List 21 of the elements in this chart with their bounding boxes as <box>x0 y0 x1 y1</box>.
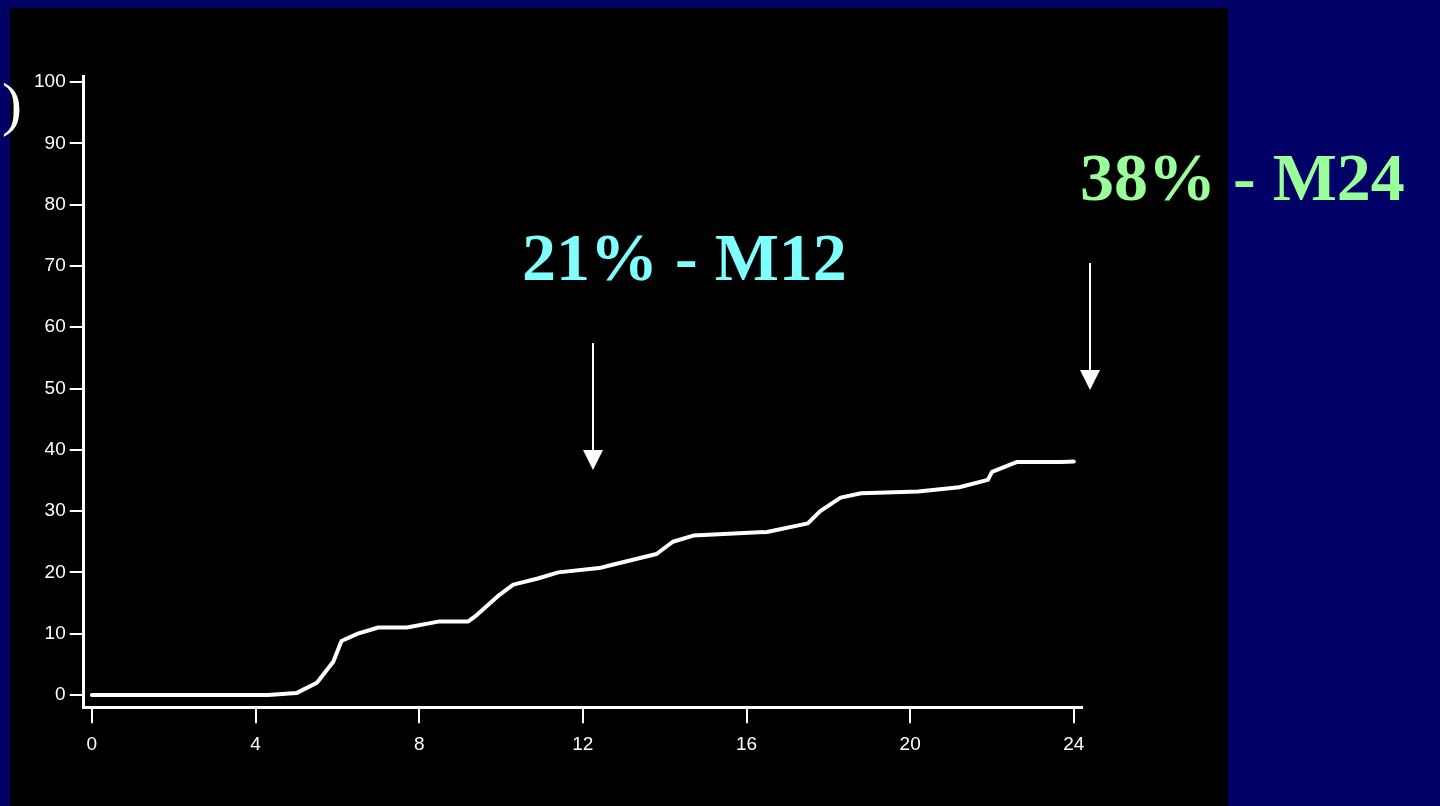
x-tick-label: 24 <box>1063 732 1085 754</box>
x-tick-label: 4 <box>250 732 262 754</box>
y-tick-label: 20 <box>44 560 66 582</box>
y-tick-label: 40 <box>44 438 66 460</box>
x-tick-label: 20 <box>899 732 921 754</box>
y-tick-label: 60 <box>44 315 66 337</box>
x-tick-label: 0 <box>86 732 98 754</box>
x-tick-label: 16 <box>735 732 758 754</box>
text: ) <box>2 70 22 139</box>
y-tick-label: 0 <box>55 683 66 705</box>
y-tick-label: 70 <box>44 254 66 276</box>
y-tick-label: 100 <box>34 70 66 92</box>
x-tick-label: 8 <box>413 732 425 754</box>
annotation: 38% - M24 <box>1080 138 1405 217</box>
annotation: 21% - M12 <box>522 218 847 297</box>
y-tick-label: 90 <box>44 131 66 153</box>
y-tick-label: 80 <box>44 192 66 214</box>
y-tick-label: 30 <box>44 499 66 521</box>
x-tick-label: 12 <box>572 732 594 754</box>
y-tick-label: 10 <box>44 621 66 643</box>
y-tick-label: 50 <box>44 376 66 398</box>
